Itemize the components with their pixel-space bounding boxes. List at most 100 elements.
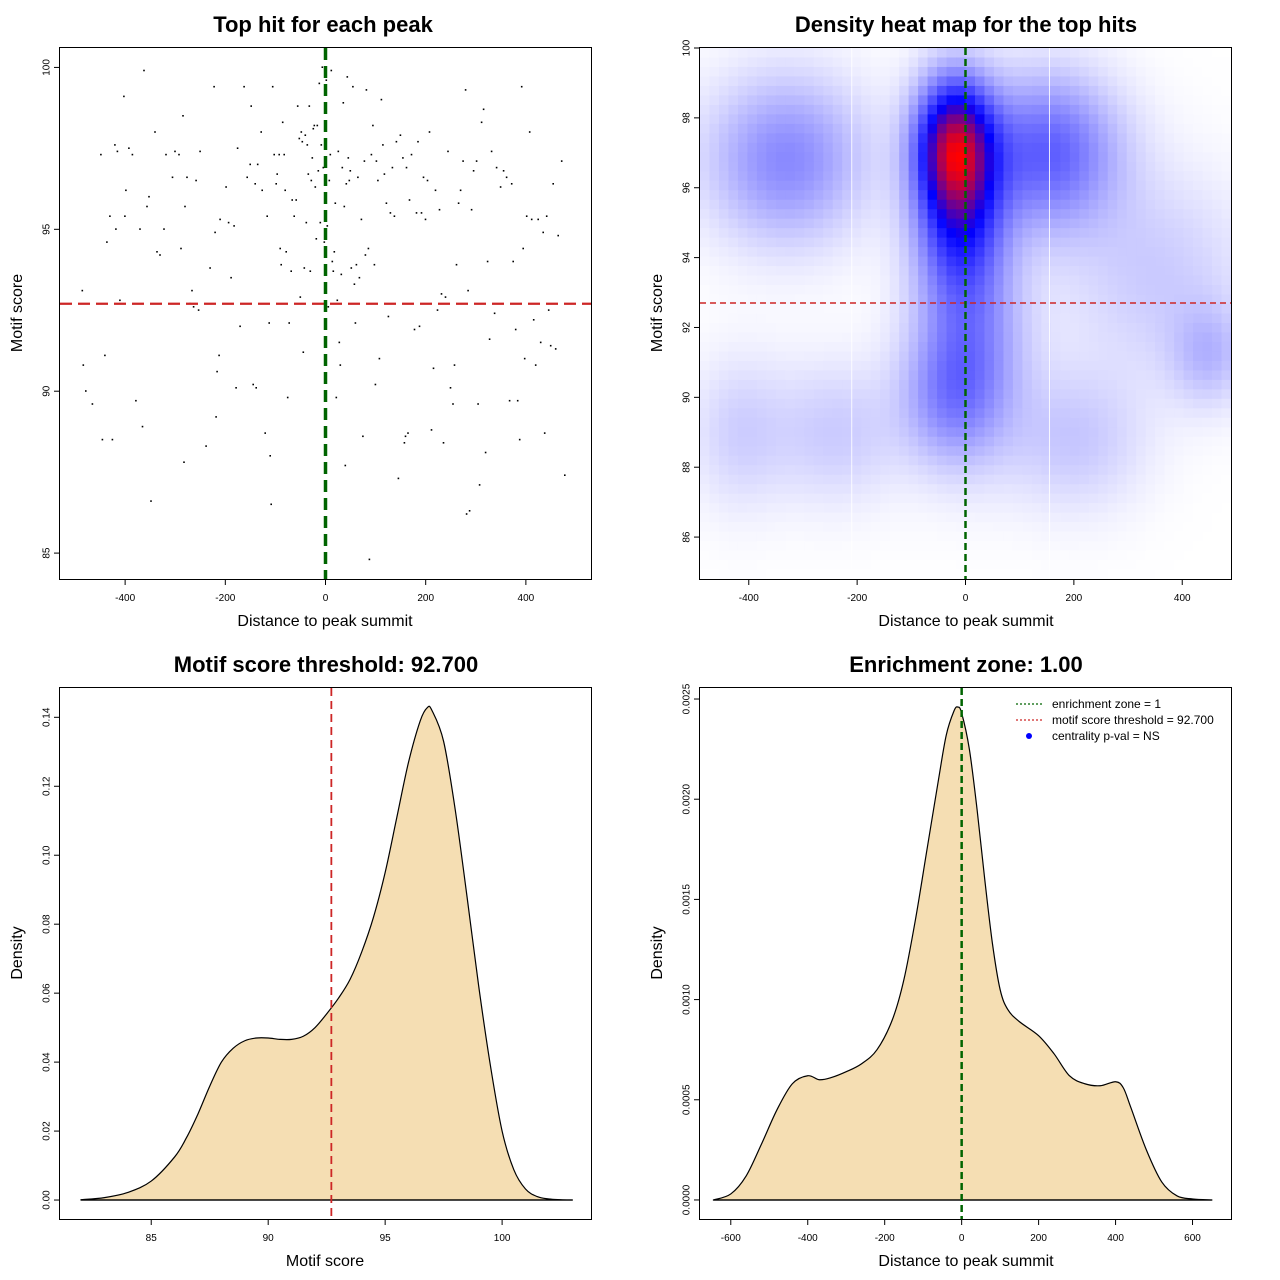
heatmap-cell bbox=[1212, 503, 1223, 514]
heatmap-cell bbox=[851, 351, 862, 362]
heatmap-cell bbox=[974, 152, 986, 163]
heatmap-cell bbox=[1193, 313, 1204, 324]
heatmap-cell bbox=[1041, 455, 1052, 466]
heatmap-cell bbox=[1183, 493, 1194, 504]
heatmap-cell bbox=[1060, 512, 1071, 523]
heatmap-cell bbox=[747, 142, 758, 153]
heatmap-y-tick-label: 88 bbox=[682, 461, 693, 473]
heatmap-cell bbox=[1183, 256, 1194, 267]
heatmap-cell bbox=[775, 228, 786, 239]
heatmap-cell bbox=[709, 550, 720, 561]
heatmap-cell bbox=[709, 104, 720, 115]
heatmap-cell bbox=[889, 95, 900, 106]
heatmap-cell bbox=[737, 493, 749, 504]
distance-density-y-tick-label: 0.0010 bbox=[682, 984, 693, 1015]
heatmap-cell bbox=[1060, 522, 1071, 533]
heatmap-cell bbox=[1079, 541, 1090, 552]
heatmap-cell bbox=[993, 133, 1005, 144]
heatmap-cell bbox=[756, 313, 767, 324]
heatmap-cell bbox=[1212, 322, 1223, 334]
heatmap-cell bbox=[842, 76, 853, 87]
heatmap-cell bbox=[937, 57, 948, 68]
heatmap-cell bbox=[1050, 550, 1061, 561]
heatmap-cell bbox=[1031, 560, 1042, 571]
heatmap-cell bbox=[832, 427, 843, 438]
heatmap-cell bbox=[1098, 114, 1109, 125]
heatmap-cell bbox=[766, 370, 777, 381]
scatter-point bbox=[340, 273, 343, 276]
heatmap-cell bbox=[908, 57, 919, 68]
heatmap-cell bbox=[1183, 180, 1194, 191]
heatmap-cell bbox=[1193, 370, 1204, 381]
heatmap-cell bbox=[766, 190, 777, 201]
heatmap-cell bbox=[718, 569, 730, 580]
heatmap-cell bbox=[1003, 465, 1014, 476]
heatmap-cell bbox=[1183, 436, 1194, 447]
heatmap-cell bbox=[1107, 370, 1118, 381]
heatmap-cell bbox=[1088, 408, 1099, 419]
heatmap-cell bbox=[993, 114, 1005, 125]
heatmap-cell bbox=[1050, 304, 1061, 315]
heatmap-cell bbox=[1155, 209, 1166, 220]
scatter-point bbox=[124, 215, 126, 217]
heatmap-cell bbox=[1145, 465, 1156, 476]
heatmap-cell bbox=[1221, 66, 1232, 78]
heatmap-cell bbox=[927, 531, 938, 542]
heatmap-cell bbox=[1117, 285, 1128, 296]
heatmap-cell bbox=[737, 522, 749, 533]
heatmap-cell bbox=[823, 57, 834, 68]
heatmap-cell bbox=[956, 360, 967, 371]
heatmap-cell bbox=[1212, 85, 1223, 97]
heatmap-cell bbox=[1022, 142, 1033, 153]
heatmap-cell bbox=[908, 266, 919, 277]
heatmap-cell bbox=[728, 436, 739, 447]
heatmap-cell bbox=[1212, 522, 1223, 533]
heatmap-cell bbox=[899, 180, 910, 191]
heatmap-cell bbox=[937, 304, 948, 315]
heatmap-cell bbox=[1107, 171, 1118, 182]
heatmap-cell bbox=[1136, 161, 1147, 172]
heatmap-cell bbox=[870, 275, 881, 286]
heatmap-cell bbox=[1031, 351, 1042, 362]
scatter-point bbox=[320, 144, 323, 146]
heatmap-x-tick-label: 400 bbox=[1174, 593, 1191, 604]
heatmap-cell bbox=[832, 114, 843, 125]
heatmap-cell bbox=[766, 180, 777, 191]
heatmap-cell bbox=[1164, 379, 1175, 390]
heatmap-cell bbox=[1022, 285, 1033, 296]
heatmap-cell bbox=[1221, 104, 1232, 115]
heatmap-cell bbox=[832, 522, 843, 533]
heatmap-cell bbox=[842, 389, 853, 400]
distance-density-x-tick-label: 600 bbox=[1184, 1233, 1201, 1244]
heatmap-cell bbox=[851, 541, 862, 552]
heatmap-cell bbox=[1088, 341, 1099, 353]
heatmap-cell bbox=[861, 95, 872, 106]
heatmap-cell bbox=[1041, 218, 1052, 229]
heatmap-cell bbox=[1126, 133, 1137, 144]
heatmap-cell bbox=[1155, 417, 1166, 428]
heatmap-cell bbox=[1088, 332, 1099, 343]
heatmap-cell bbox=[851, 190, 862, 201]
heatmap-cell bbox=[728, 171, 739, 182]
scatter-point bbox=[420, 212, 423, 214]
heatmap-cell bbox=[984, 142, 995, 153]
heatmap-cell bbox=[804, 285, 815, 296]
heatmap-cell bbox=[747, 218, 758, 229]
heatmap-cell bbox=[823, 285, 834, 296]
heatmap-cell bbox=[1145, 180, 1156, 191]
heatmap-cell bbox=[1126, 427, 1137, 438]
heatmap-cell bbox=[937, 332, 948, 343]
heatmap-cell bbox=[756, 66, 767, 78]
heatmap-cell bbox=[908, 275, 919, 286]
heatmap-cell bbox=[1117, 48, 1128, 59]
heatmap-cell bbox=[1183, 560, 1194, 571]
heatmap-cell bbox=[1155, 427, 1166, 438]
heatmap-cell bbox=[1174, 199, 1185, 210]
heatmap-cell bbox=[842, 161, 853, 172]
heatmap-cell bbox=[842, 123, 853, 134]
heatmap-cell bbox=[1060, 503, 1071, 514]
heatmap-cell bbox=[1041, 95, 1052, 106]
heatmap-cell bbox=[937, 493, 948, 504]
heatmap-cell bbox=[1193, 180, 1204, 191]
heatmap-cell bbox=[1041, 398, 1052, 409]
